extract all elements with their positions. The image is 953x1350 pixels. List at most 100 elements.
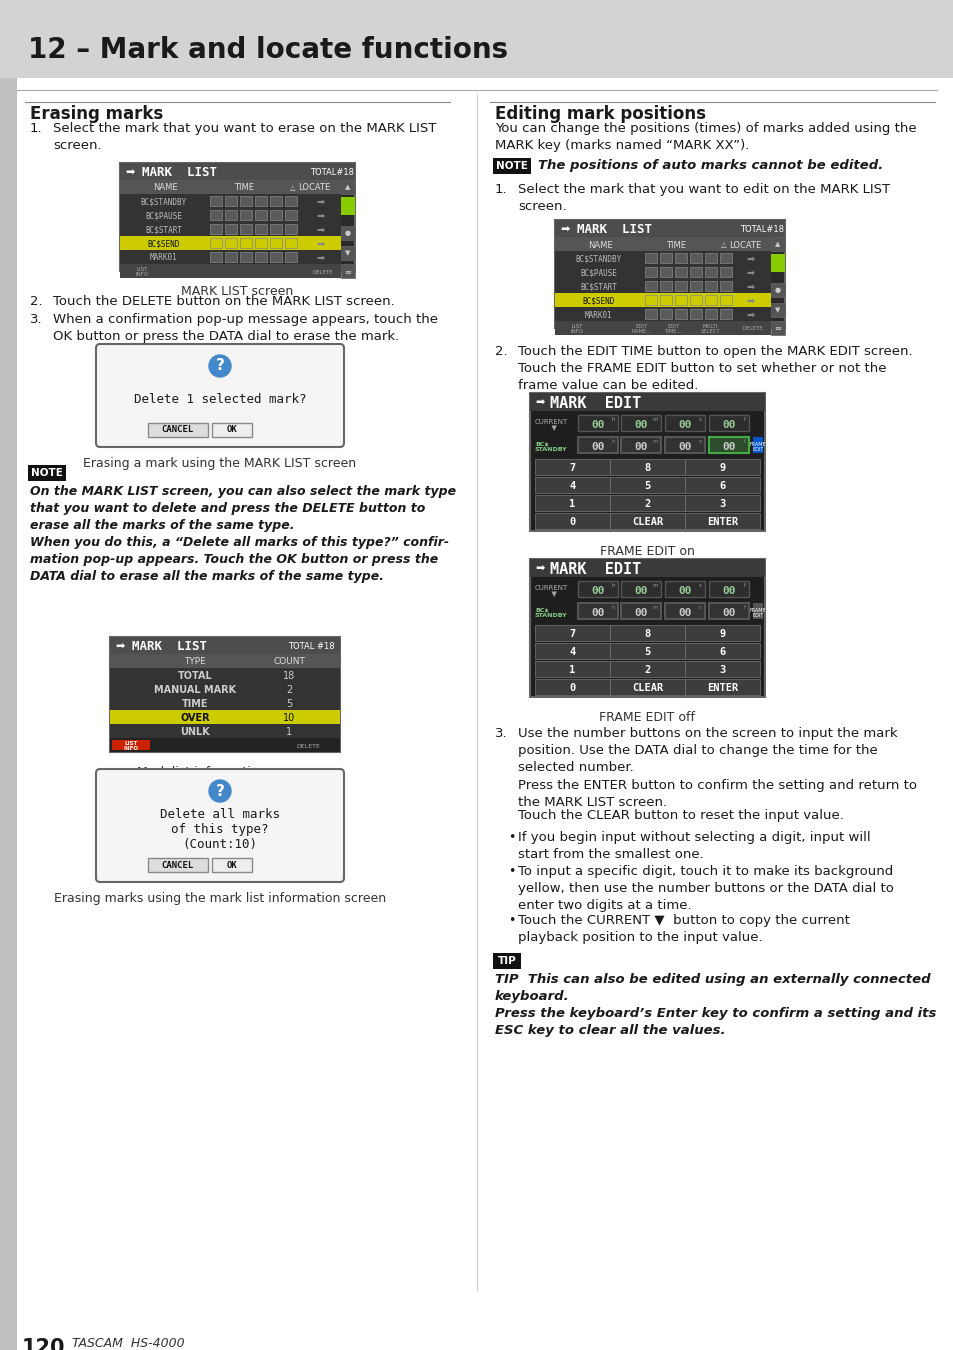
Bar: [675, 309, 686, 319]
Text: 3.: 3.: [495, 728, 507, 740]
Bar: [120, 163, 355, 271]
Text: LIST
INFO: LIST INFO: [570, 324, 583, 335]
Circle shape: [209, 355, 231, 377]
Text: 00: 00: [721, 441, 735, 452]
Text: ➡: ➡: [746, 296, 754, 306]
Bar: [684, 495, 760, 512]
Bar: [609, 625, 684, 641]
Bar: [555, 220, 784, 238]
Bar: [689, 309, 701, 319]
Bar: [609, 495, 684, 512]
Text: CANCEL: CANCEL: [162, 860, 193, 869]
Text: 00: 00: [591, 441, 604, 452]
Text: 00: 00: [678, 608, 691, 618]
Bar: [110, 682, 339, 697]
Bar: [240, 196, 252, 207]
Bar: [609, 662, 684, 676]
Bar: [609, 513, 684, 529]
Bar: [285, 224, 296, 234]
Bar: [555, 306, 770, 321]
Text: DELETE: DELETE: [313, 270, 333, 274]
Text: 00: 00: [721, 608, 735, 618]
Text: FRAME EDIT off: FRAME EDIT off: [598, 711, 695, 724]
Bar: [270, 211, 282, 220]
Bar: [530, 559, 764, 697]
Text: ➡: ➡: [746, 269, 754, 278]
Bar: [493, 158, 531, 174]
Bar: [659, 267, 671, 277]
Text: NOTE: NOTE: [31, 468, 63, 478]
Text: Touch the EDIT TIME button to open the MARK EDIT screen.
Touch the FRAME EDIT bu: Touch the EDIT TIME button to open the M…: [517, 346, 912, 392]
Text: TOTAL#18: TOTAL#18: [310, 167, 354, 177]
Bar: [609, 459, 684, 475]
Bar: [675, 252, 686, 263]
Bar: [704, 309, 717, 319]
Text: MARK LIST screen: MARK LIST screen: [181, 285, 294, 298]
Text: 00: 00: [591, 608, 604, 618]
Text: 00: 00: [591, 586, 604, 595]
Bar: [535, 679, 609, 695]
Bar: [112, 740, 150, 751]
Text: LOCATE: LOCATE: [728, 240, 760, 250]
Bar: [644, 296, 657, 305]
Bar: [689, 296, 701, 305]
Bar: [535, 459, 609, 475]
Circle shape: [209, 780, 231, 802]
Bar: [684, 459, 760, 475]
Bar: [609, 477, 684, 493]
Bar: [770, 238, 784, 251]
Bar: [675, 281, 686, 292]
Text: ▼: ▼: [775, 306, 780, 313]
Bar: [148, 859, 208, 872]
Text: 00: 00: [678, 586, 691, 595]
Text: ▲: ▲: [775, 242, 780, 247]
Text: h: h: [611, 439, 615, 444]
Bar: [530, 393, 764, 410]
Bar: [609, 679, 684, 695]
Text: TYPE: TYPE: [184, 657, 206, 667]
Text: ?: ?: [215, 783, 224, 798]
Text: 4: 4: [569, 647, 575, 657]
Text: •: •: [507, 832, 515, 844]
Bar: [254, 238, 267, 248]
Text: s: s: [699, 583, 701, 589]
Text: BC$PAUSE: BC$PAUSE: [579, 269, 617, 278]
Text: ➡: ➡: [115, 641, 124, 652]
Bar: [720, 281, 731, 292]
Bar: [210, 224, 222, 234]
Bar: [270, 224, 282, 234]
Bar: [689, 267, 701, 277]
Bar: [720, 296, 731, 305]
Bar: [535, 643, 609, 659]
Text: 00: 00: [721, 586, 735, 595]
Text: f: f: [743, 439, 745, 444]
Bar: [270, 252, 282, 262]
Text: When a confirmation pop-up message appears, touch the
OK button or press the DAT: When a confirmation pop-up message appea…: [53, 313, 437, 343]
Text: △: △: [290, 185, 294, 190]
Bar: [212, 859, 252, 872]
Bar: [770, 321, 784, 335]
Text: NOTE: NOTE: [496, 161, 527, 171]
Text: TOTAL #18: TOTAL #18: [288, 643, 335, 651]
Bar: [254, 211, 267, 220]
Bar: [110, 653, 339, 668]
Text: CLEAR: CLEAR: [631, 683, 662, 693]
Bar: [535, 625, 609, 641]
Bar: [210, 252, 222, 262]
Text: 7: 7: [569, 629, 575, 639]
FancyBboxPatch shape: [96, 769, 344, 882]
Text: TIP  This can also be edited using an externally connected
keyboard.
Press the k: TIP This can also be edited using an ext…: [495, 973, 936, 1037]
Text: s: s: [699, 417, 701, 423]
Bar: [708, 414, 748, 431]
Text: COUNT: COUNT: [274, 657, 305, 667]
Text: ➡: ➡: [316, 252, 325, 263]
Text: BC$SEND: BC$SEND: [582, 297, 615, 305]
Text: 4: 4: [569, 481, 575, 491]
Bar: [285, 211, 296, 220]
Text: 9: 9: [719, 629, 725, 639]
Bar: [620, 437, 660, 454]
Text: EDIT
TIME...: EDIT TIME...: [664, 324, 681, 335]
Text: FRAME
EDIT: FRAME EDIT: [749, 608, 765, 618]
Text: 2: 2: [643, 500, 650, 509]
Text: Touch the DELETE button on the MARK LIST screen.: Touch the DELETE button on the MARK LIST…: [53, 296, 395, 308]
